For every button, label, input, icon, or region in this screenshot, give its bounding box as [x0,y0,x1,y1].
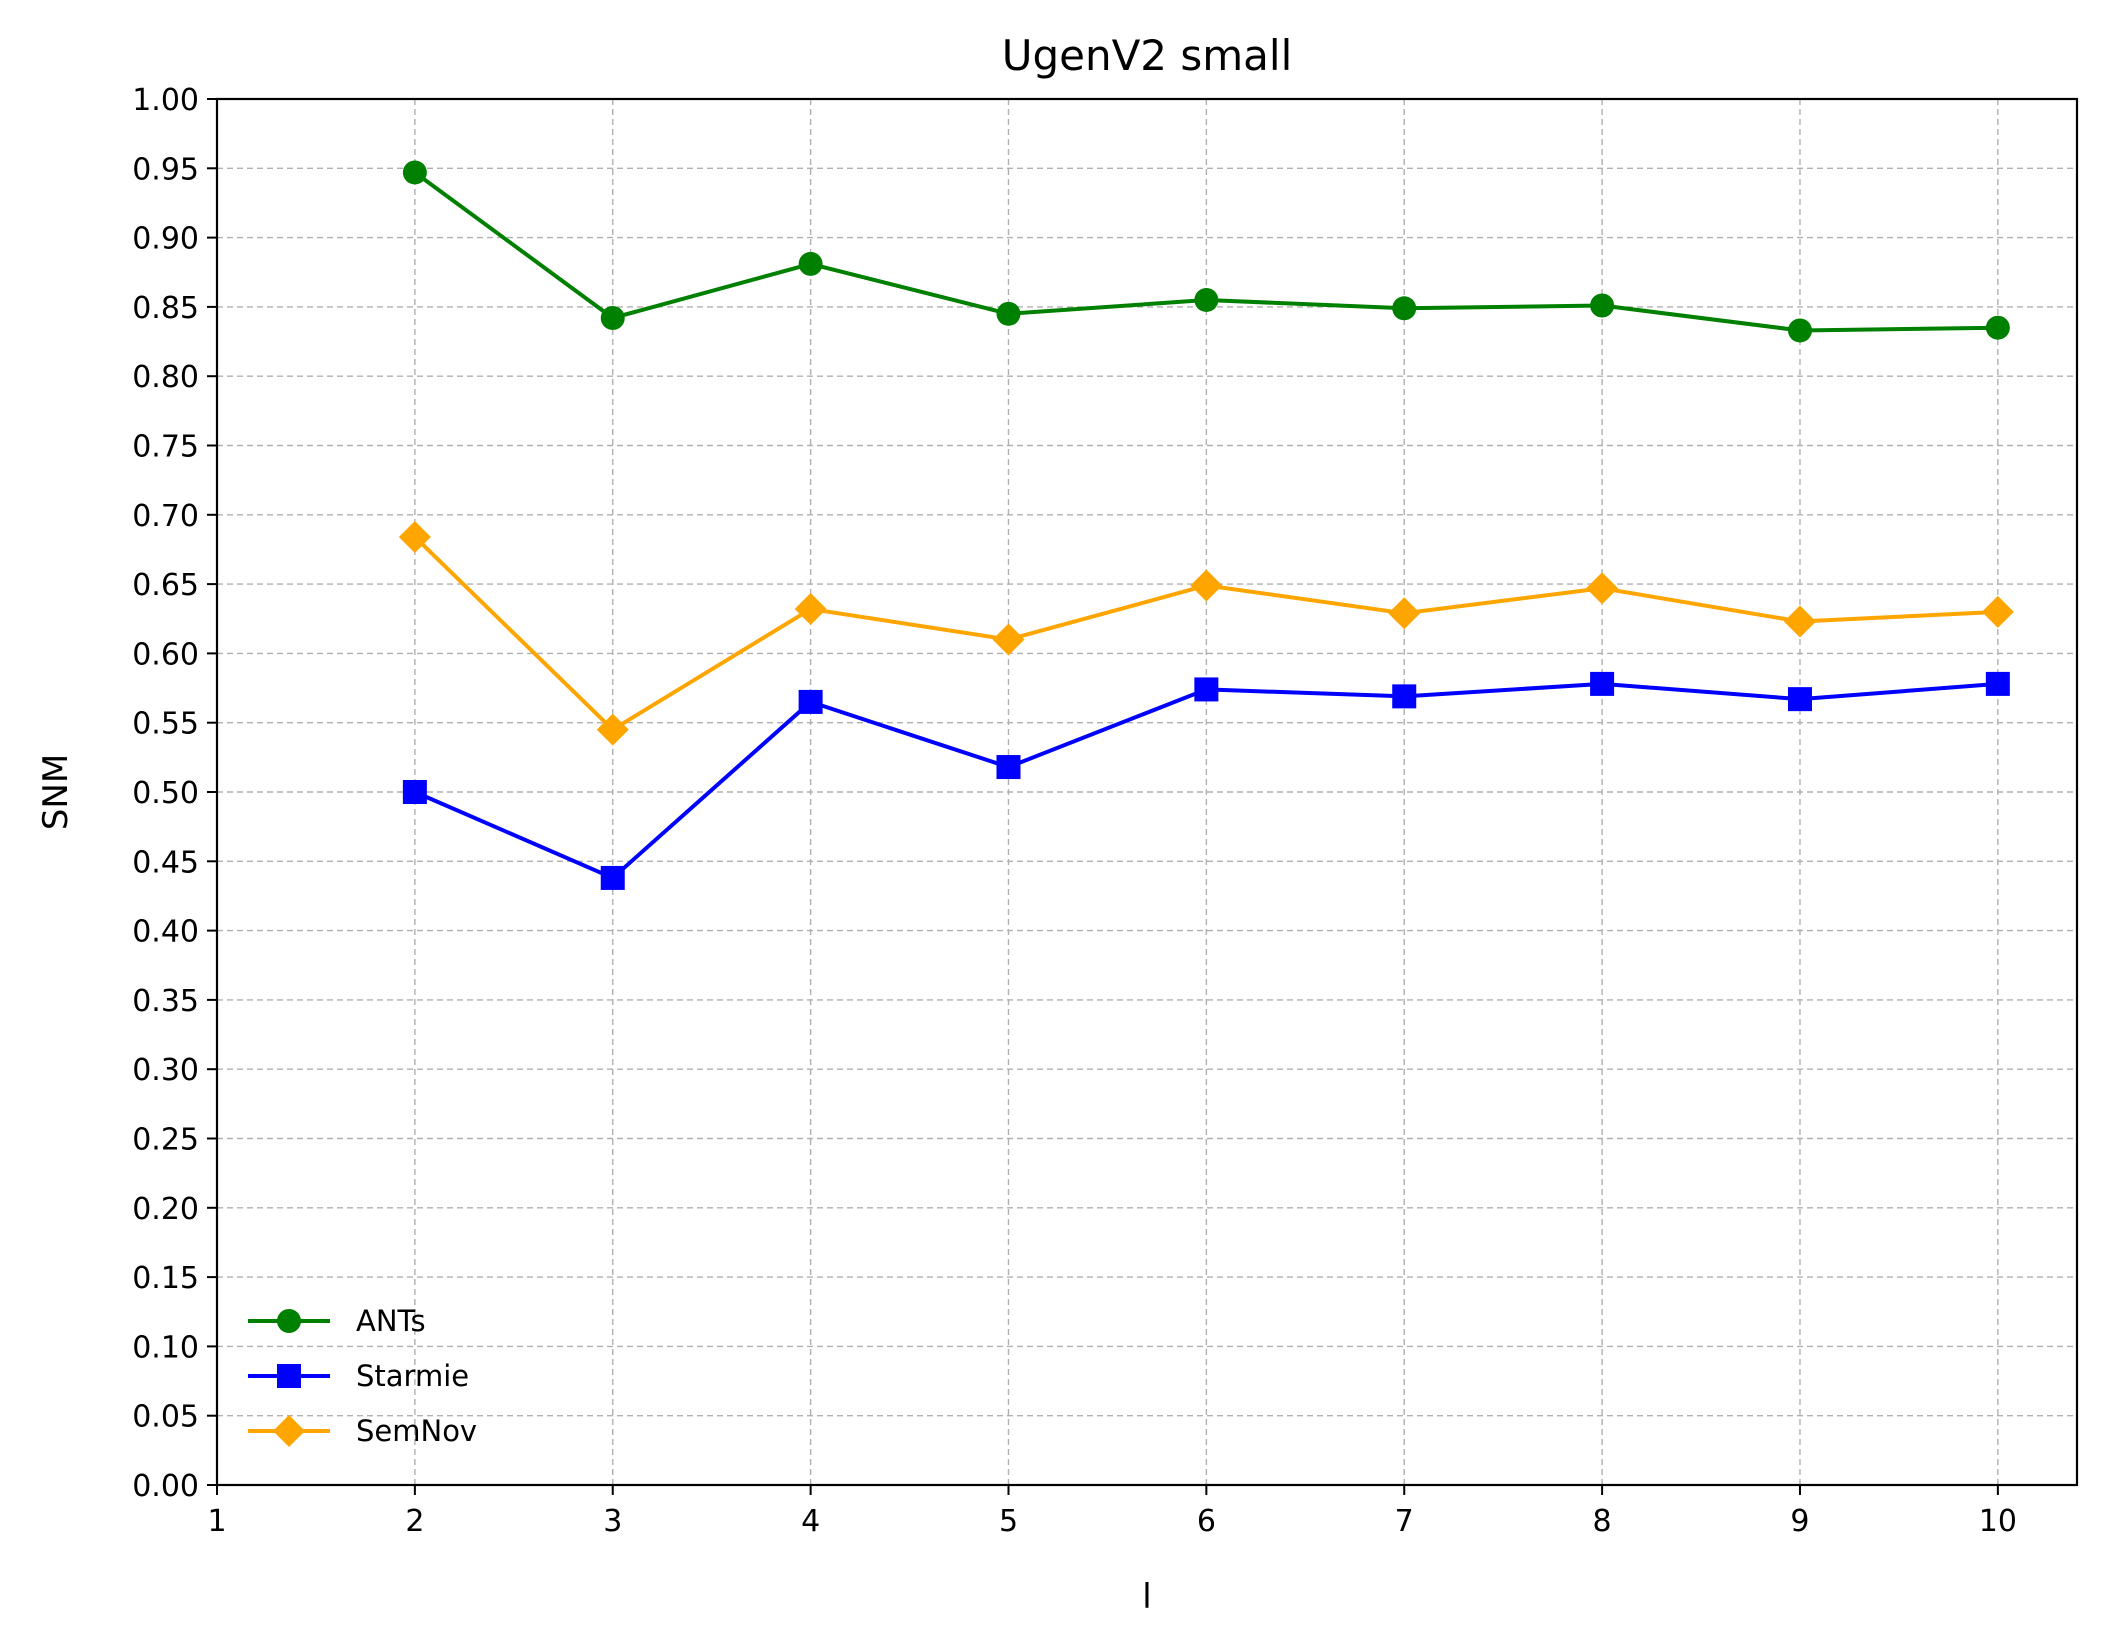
data-point-ants [1985,315,2010,340]
x-tick-label: 7 [1395,1504,1414,1539]
y-tick-label: 0.85 [132,291,199,326]
x-tick-label: 5 [999,1504,1018,1539]
x-tick-label: 1 [207,1504,226,1539]
legend-item-starmie: Starmie [248,1359,469,1393]
data-point-semnov [1190,569,1223,602]
y-tick-label: 0.65 [132,568,199,603]
data-point-starmie [1985,671,2010,696]
x-tick-label: 4 [801,1504,820,1539]
data-point-semnov [1981,595,2014,628]
y-tick-label: 0.00 [132,1469,199,1504]
legend: ANTs Starmie SemNov [248,1304,477,1448]
y-tick-label: 1.00 [132,83,199,118]
series-ants [402,160,2010,343]
chart-title: UgenV2 small [1002,31,1293,80]
data-point-semnov [1783,605,1816,638]
legend-label-semnov: SemNov [356,1414,477,1448]
y-tick-label: 0.20 [132,1192,199,1227]
legend-marker-semnov [273,1415,305,1447]
data-point-semnov [794,593,827,626]
data-point-starmie [996,755,1021,780]
y-tick-label: 0.30 [132,1053,199,1088]
data-point-ants [1590,293,1615,318]
y-axis-label: SNM [36,754,76,830]
y-tick-label: 0.70 [132,499,199,534]
data-point-starmie [1590,671,1615,696]
grid-lines [216,98,2077,1486]
legend-marker-ants [277,1309,301,1333]
data-point-semnov [1388,597,1421,630]
y-tick-label: 0.95 [132,152,199,187]
data-point-ants [1194,287,1219,312]
legend-label-ants: ANTs [356,1304,426,1338]
y-tick-label: 0.05 [132,1400,199,1435]
x-tick-label: 6 [1197,1504,1216,1539]
y-tick-label: 0.75 [132,430,199,465]
y-tick-label: 0.60 [132,637,199,672]
data-point-ants [1392,296,1417,321]
x-tick-label: 3 [603,1504,622,1539]
series-semnov [398,520,2014,746]
data-point-starmie [1392,684,1417,709]
data-point-ants [1787,318,1812,343]
data-point-ants [402,160,427,185]
y-tick-label: 0.55 [132,707,199,742]
series-layer [398,160,2014,890]
data-point-starmie [1194,677,1219,702]
y-tick-label: 0.35 [132,984,199,1019]
legend-item-ants: ANTs [248,1304,426,1338]
data-point-starmie [600,865,625,890]
data-point-semnov [596,713,629,746]
legend-item-semnov: SemNov [248,1414,477,1448]
y-tick-label: 0.40 [132,915,199,950]
data-point-semnov [992,623,1025,656]
data-point-ants [798,251,823,276]
axis-ticks: 1 2 3 4 5 6 7 8 9 10 0.00 0.05 0.10 0.15 0.20 0.25 0.30 0… [132,83,2017,1539]
y-tick-label: 0.10 [132,1330,199,1365]
data-point-ants [996,301,1021,326]
legend-marker-starmie [277,1364,301,1388]
x-tick-label: 9 [1790,1504,1809,1539]
data-point-starmie [798,689,823,714]
series-starmie [402,671,2010,890]
data-point-starmie [1787,687,1812,712]
data-point-semnov [398,520,431,553]
y-tick-label: 0.80 [132,360,199,395]
legend-label-starmie: Starmie [356,1359,469,1393]
x-tick-label: 2 [405,1504,424,1539]
y-tick-label: 0.15 [132,1261,199,1296]
x-tick-label: 8 [1593,1504,1612,1539]
y-tick-label: 0.50 [132,776,199,811]
data-point-semnov [1586,572,1619,605]
y-tick-label: 0.45 [132,845,199,880]
data-point-ants [600,305,625,330]
x-tick-label: 10 [1979,1504,2017,1539]
y-tick-label: 0.25 [132,1123,199,1158]
x-axis-label: l [1142,1577,1151,1617]
data-point-starmie [402,780,427,804]
y-tick-label: 0.90 [132,222,199,257]
